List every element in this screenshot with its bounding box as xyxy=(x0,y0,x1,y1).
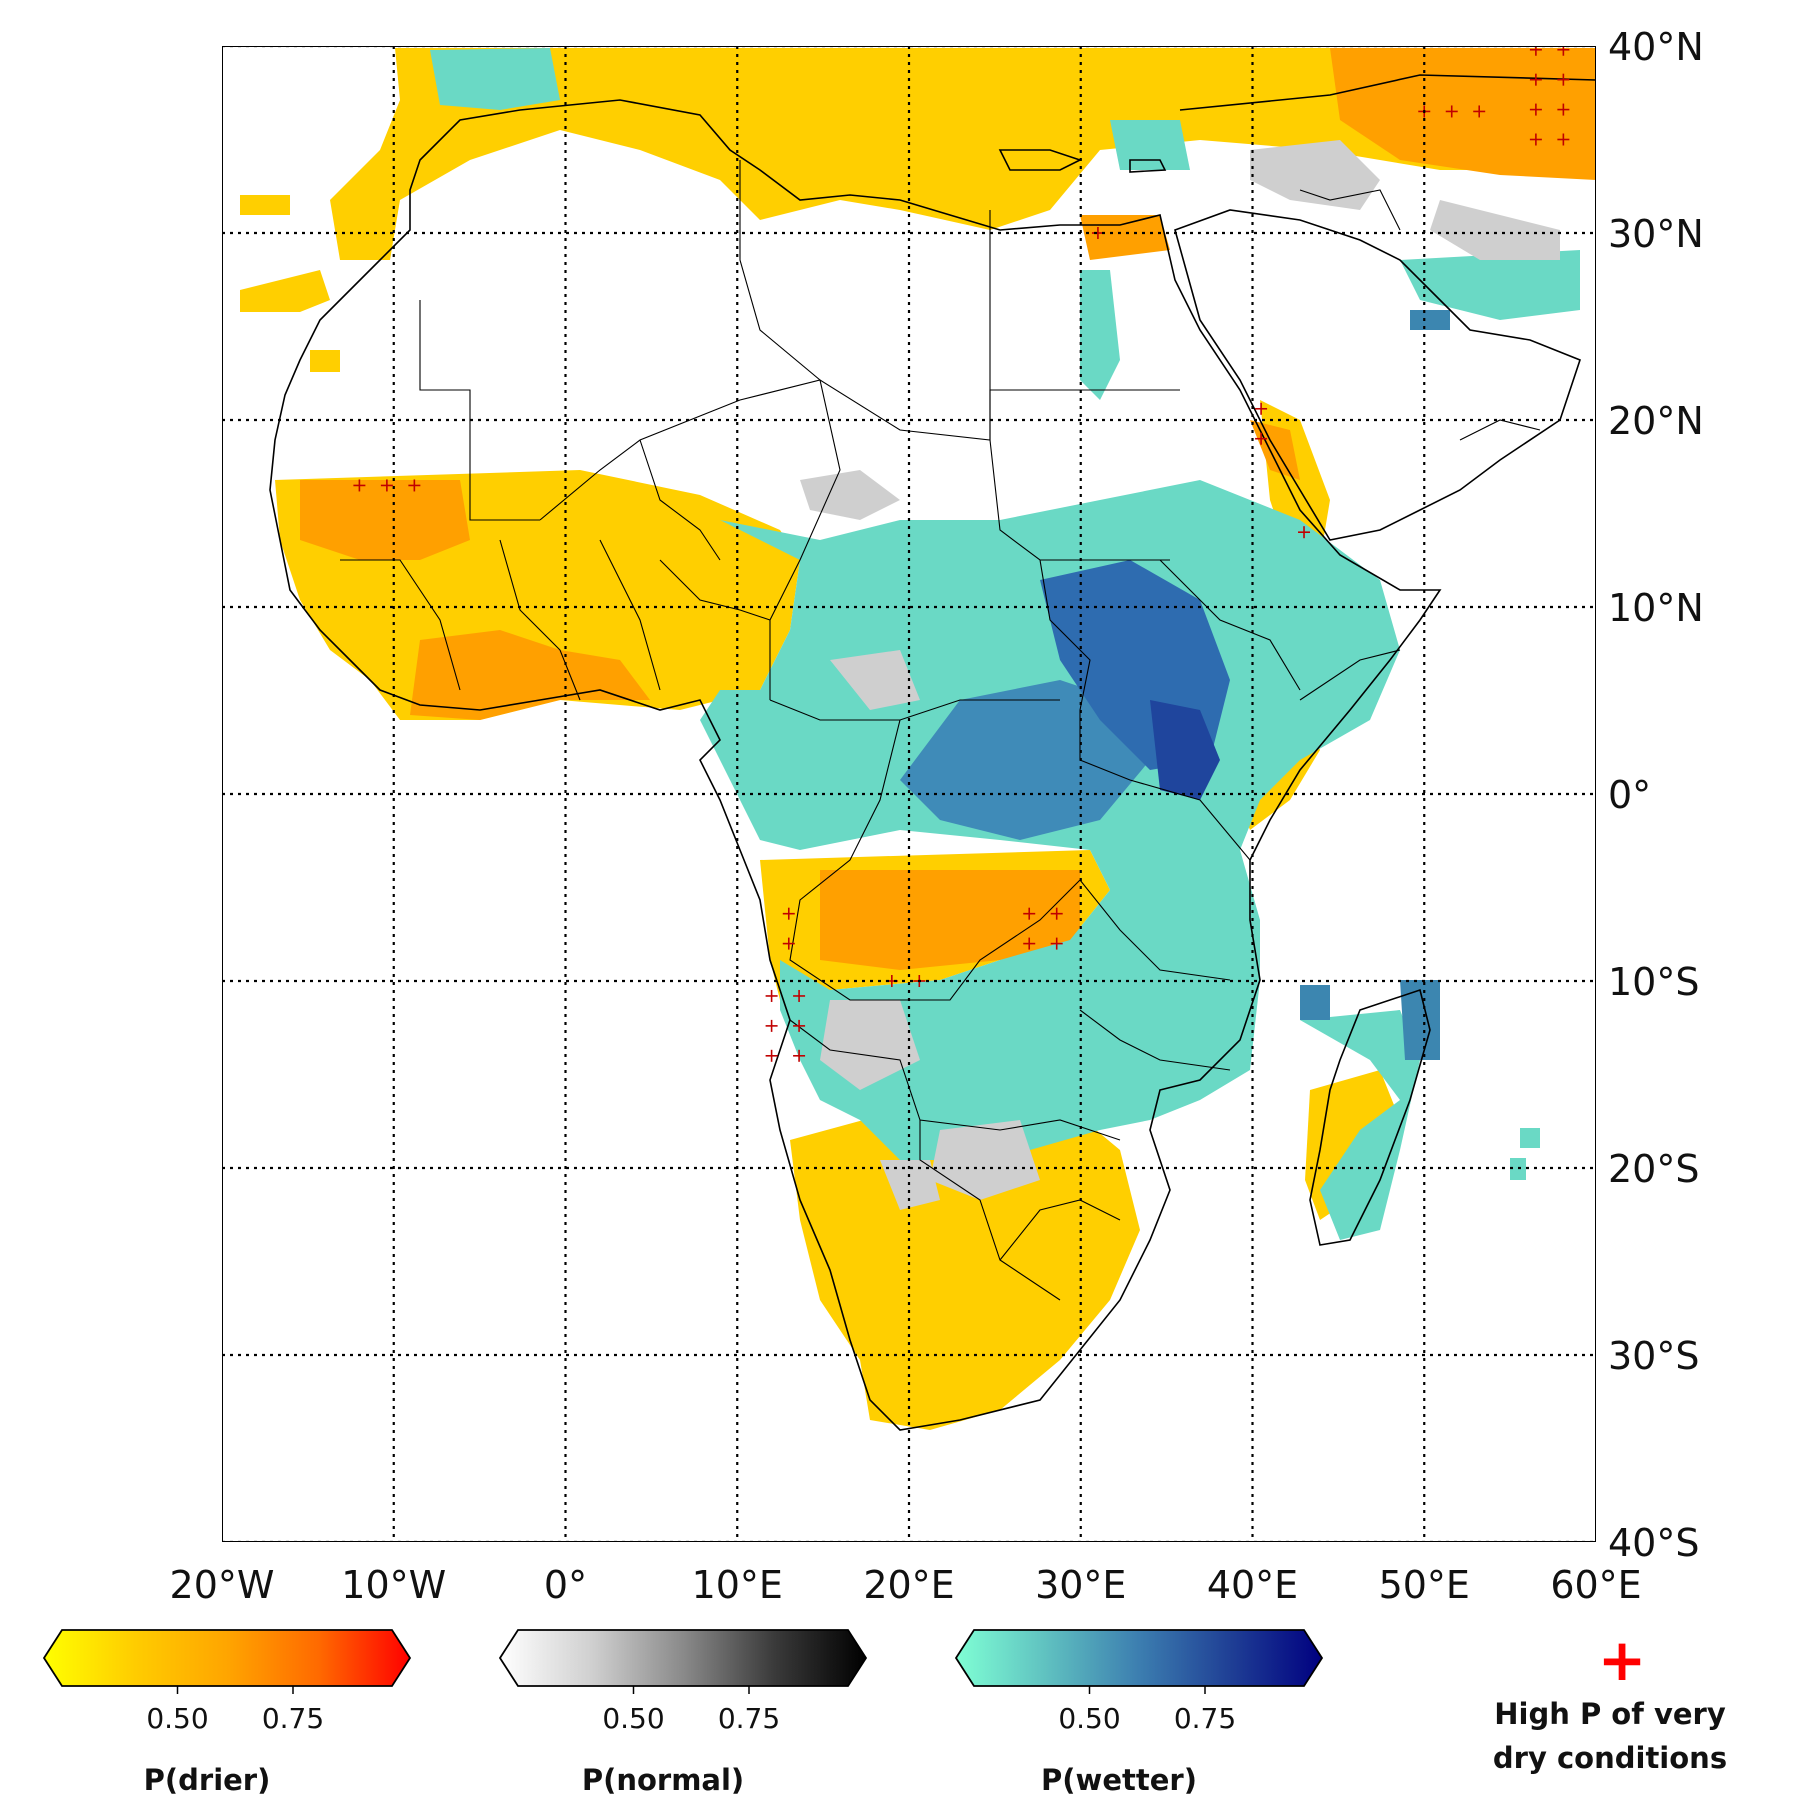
very-dry-marker xyxy=(1529,103,1542,116)
latitude-label: 30°N xyxy=(1608,212,1704,256)
colorbar-tick-label: 0.50 xyxy=(146,1702,208,1735)
very-dry-marker xyxy=(1557,103,1570,116)
colorbar-tick-label: 0.75 xyxy=(262,1702,324,1735)
colorbar-tick-label: 0.50 xyxy=(602,1702,664,1735)
colorbar-gradient xyxy=(42,1629,412,1687)
longitude-label: 0° xyxy=(544,1563,587,1607)
country-borders xyxy=(340,160,1541,1301)
very-dry-marker xyxy=(408,479,421,492)
very-dry-marker xyxy=(793,1019,806,1032)
colorbar-tick-label: 0.50 xyxy=(1058,1702,1120,1735)
colorbar-0: 0.50 0.75 P(drier) xyxy=(42,1629,412,1797)
very-dry-marker xyxy=(1298,526,1311,539)
very-dry-marker xyxy=(1255,432,1268,445)
very-dry-marker xyxy=(1445,105,1458,118)
latitude-labels: 40°N 30°N 20°N 10°N 0° 10°S 20°S 30°S 40°S xyxy=(1608,25,1704,1565)
longitude-label: 10°E xyxy=(692,1563,783,1607)
very-dry-marker xyxy=(782,937,795,950)
legend-marker-icon: + xyxy=(1598,1626,1647,1694)
very-dry-marker xyxy=(1557,133,1570,146)
very-dry-marker xyxy=(1050,937,1063,950)
very-dry-marker xyxy=(765,989,778,1002)
coastlines xyxy=(269,74,1596,1431)
longitude-label: 20°E xyxy=(863,1563,954,1607)
very-dry-marker xyxy=(765,1049,778,1062)
longitude-label: 40°E xyxy=(1207,1563,1298,1607)
map-panel xyxy=(222,46,1596,1542)
very-dry-marker xyxy=(1050,907,1063,920)
very-dry-marker xyxy=(1023,937,1036,950)
normal-shading xyxy=(800,140,1560,1210)
latitude-label: 10°S xyxy=(1608,960,1699,1004)
latitude-label: 20°N xyxy=(1608,399,1704,443)
latitude-label: 40°S xyxy=(1608,1521,1699,1565)
colorbar-tick-label: 0.75 xyxy=(1174,1702,1236,1735)
longitude-labels: 20°W 10°W 0° 10°E 20°E 30°E 40°E 50°E 60°E xyxy=(170,1563,1642,1607)
legend-line-1: High P of very xyxy=(1494,1697,1726,1731)
latitude-label: 30°S xyxy=(1608,1334,1699,1378)
very-dry-legend: + High P of very dry conditions xyxy=(1493,1626,1727,1775)
very-dry-markers xyxy=(353,46,1570,1062)
colorbar-tick-label: 0.75 xyxy=(718,1702,780,1735)
very-dry-marker xyxy=(380,479,393,492)
very-dry-marker xyxy=(353,479,366,492)
colorbar-gradient xyxy=(498,1629,868,1687)
very-dry-marker xyxy=(793,1049,806,1062)
very-dry-marker xyxy=(1473,105,1486,118)
legend-line-2: dry conditions xyxy=(1493,1741,1727,1775)
very-dry-marker xyxy=(782,907,795,920)
colorbar-1: 0.50 0.75 P(normal) xyxy=(498,1629,868,1797)
strong-wetter-shading xyxy=(900,310,1450,1060)
longitude-label: 50°E xyxy=(1379,1563,1470,1607)
latitude-label: 40°N xyxy=(1608,25,1704,69)
longitude-label: 20°W xyxy=(170,1563,275,1607)
colorbar-2: 0.50 0.75 P(wetter) xyxy=(954,1629,1324,1797)
very-dry-marker xyxy=(793,989,806,1002)
very-dry-marker xyxy=(1255,402,1268,415)
very-dry-marker xyxy=(1557,46,1570,56)
longitude-label: 60°E xyxy=(1550,1563,1641,1607)
very-dry-marker xyxy=(1557,73,1570,86)
longitude-label: 30°E xyxy=(1035,1563,1126,1607)
very-dry-marker xyxy=(765,1019,778,1032)
very-dry-marker xyxy=(1091,227,1104,239)
colorbar-title: P(drier) xyxy=(144,1763,271,1797)
very-dry-marker xyxy=(1529,46,1542,56)
colorbar-title: P(normal) xyxy=(582,1763,744,1797)
colorbar-title: P(wetter) xyxy=(1041,1763,1197,1797)
colorbars: 0.50 0.75 P(drier) 0.50 0.75 P(normal) 0.50 0.7… xyxy=(42,1629,1324,1797)
longitude-label: 10°W xyxy=(341,1563,446,1607)
very-dry-marker xyxy=(1529,133,1542,146)
latitude-label: 10°N xyxy=(1608,586,1704,630)
graticule xyxy=(222,46,1596,1542)
very-dry-marker xyxy=(1023,907,1036,920)
very-dry-marker xyxy=(1529,73,1542,86)
colorbar-gradient xyxy=(954,1629,1324,1687)
latitude-label: 0° xyxy=(1608,773,1651,817)
latitude-label: 20°S xyxy=(1608,1147,1699,1191)
